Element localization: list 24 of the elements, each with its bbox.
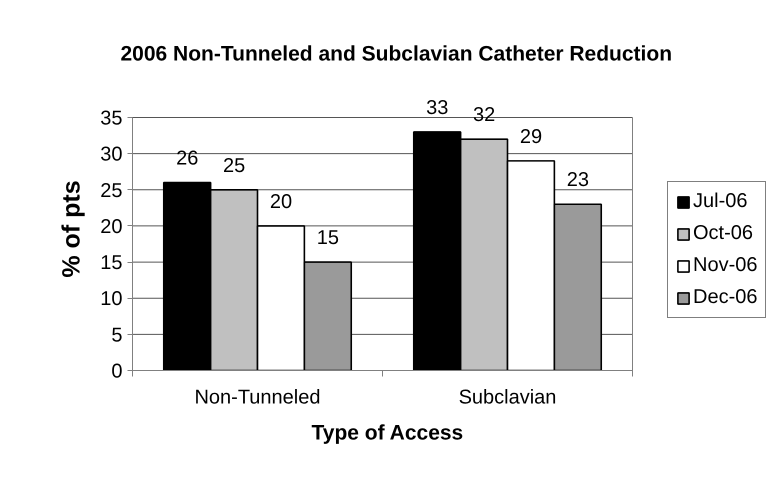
x-axis-title: Type of Access [312,422,464,444]
y-tick-label: 10 [100,288,123,310]
legend-label: Jul-06 [693,190,748,213]
y-tick-label: 5 [111,324,122,346]
legend-label: Dec-06 [693,286,758,309]
data-label: 15 [316,227,339,250]
data-label: 26 [176,148,198,170]
data-label: 29 [520,126,542,148]
chart-title: 2006 Non-Tunneled and Subclavian Catheter Reduction [120,42,672,66]
legend-label: Nov-06 [693,254,758,277]
x-tick-label: Subclavian [458,386,556,408]
y-tick-label: 30 [100,144,123,166]
y-axis-title: % of pts [57,180,86,278]
y-tick-label: 15 [100,252,123,274]
y-tick-label: 35 [100,108,123,130]
y-tick-label: 0 [111,360,122,382]
data-label: 25 [222,154,246,177]
y-tick-label: 20 [100,216,123,238]
y-tick-label: 25 [100,180,123,202]
data-label: 23 [566,169,589,192]
legend-label: Oct-06 [693,222,754,245]
data-label: 20 [270,190,292,213]
data-label: 33 [426,96,448,119]
x-tick-label: Non-Tunneled [194,386,321,408]
